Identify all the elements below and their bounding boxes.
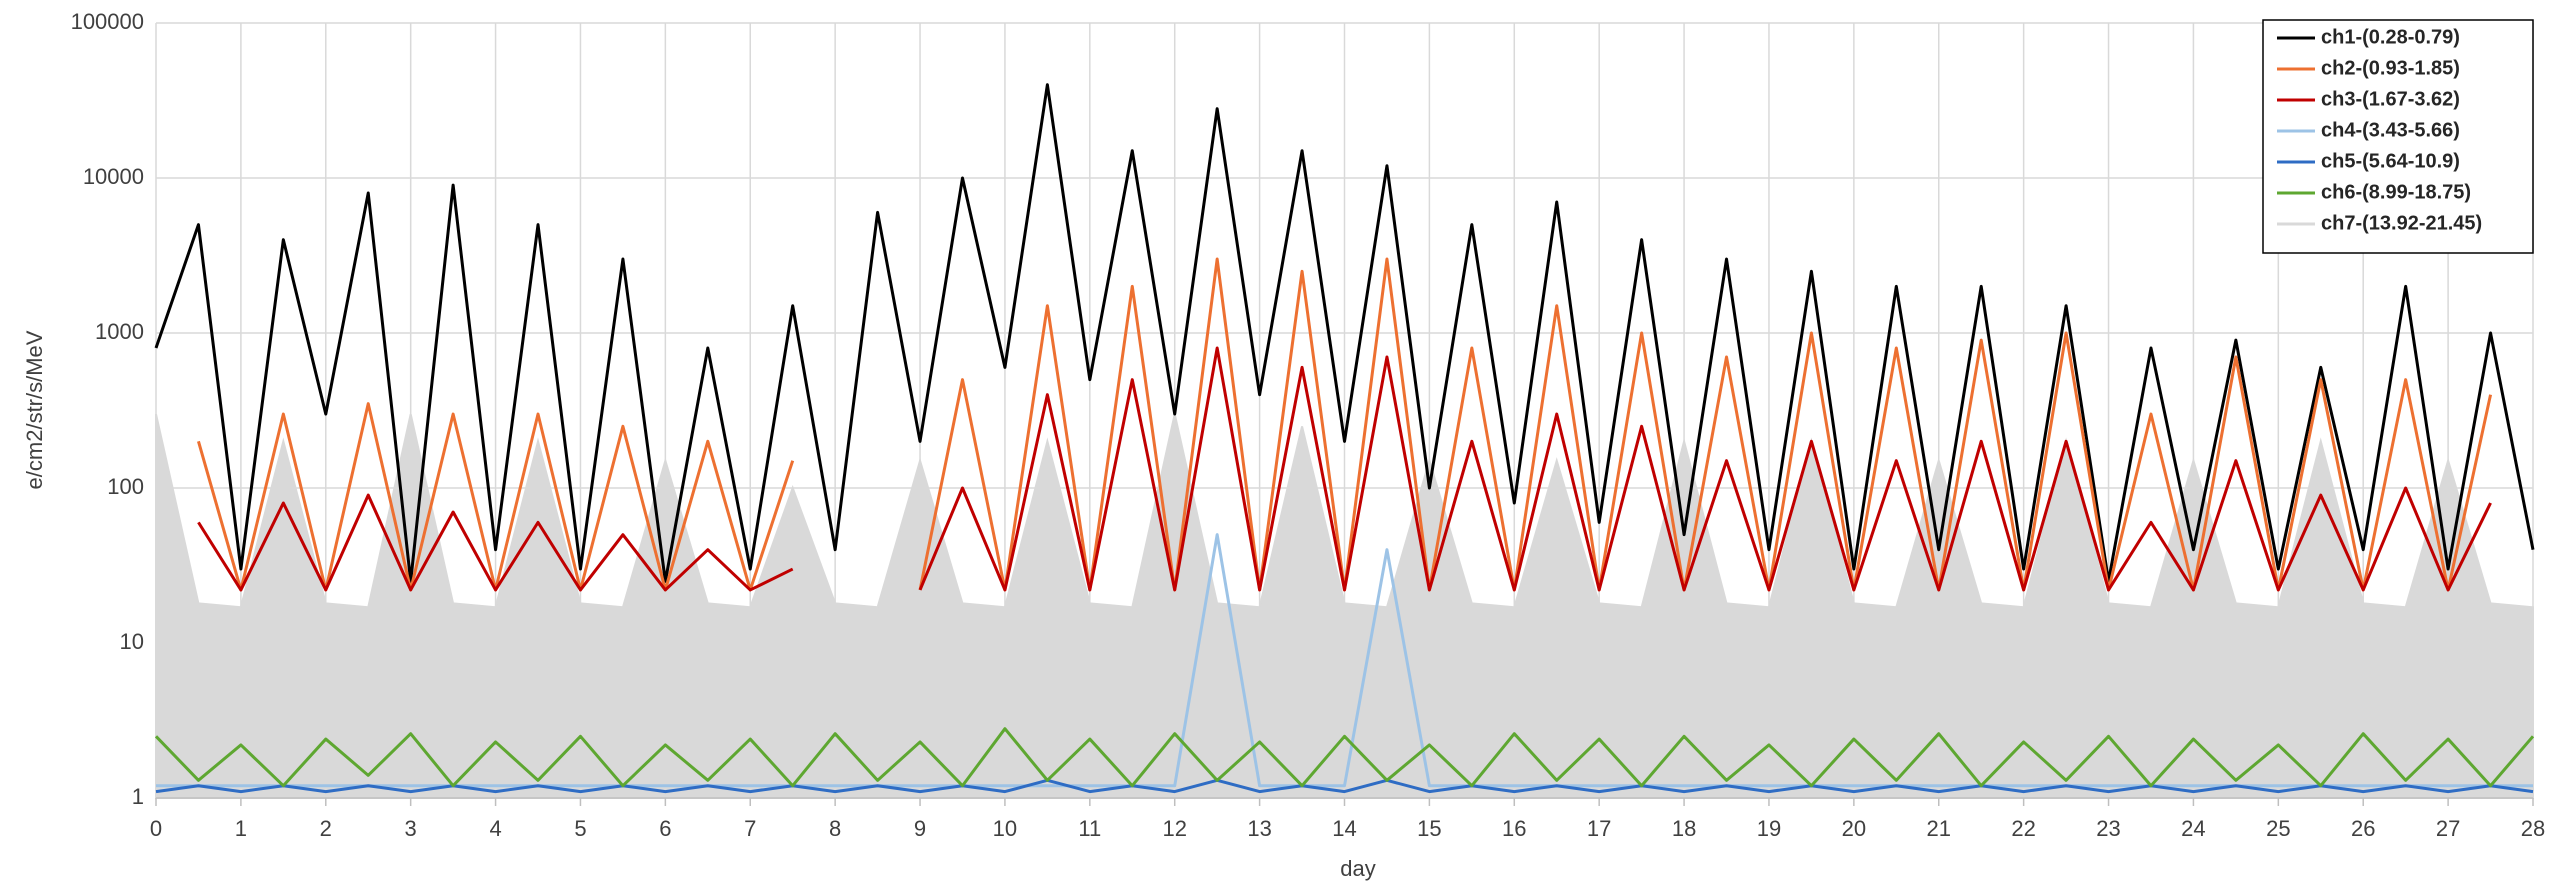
legend-label: ch4-(3.43-5.66) (2321, 119, 2460, 141)
x-tick-label: 19 (1757, 816, 1781, 841)
legend-box (2262, 19, 2534, 254)
x-tick-label: 2 (320, 816, 332, 841)
x-tick-label: 0 (150, 816, 162, 841)
x-tick-label: 26 (2351, 816, 2375, 841)
x-tick-label: 10 (993, 816, 1017, 841)
series-line (154, 83, 2535, 583)
x-tick-label: 28 (2521, 816, 2545, 841)
x-tick-label: 16 (1502, 816, 1526, 841)
x-tick-label: 17 (1587, 816, 1611, 841)
x-tick-label: 3 (405, 816, 417, 841)
x-tick-label: 21 (1927, 816, 1951, 841)
legend-label: ch5-(5.64-10.9) (2321, 150, 2460, 172)
y-tick-label: 10000 (83, 164, 144, 189)
x-tick-label: 11 (1078, 816, 1101, 841)
x-tick-label: 13 (1247, 816, 1271, 841)
plot (154, 83, 2535, 799)
y-tick-label: 1 (132, 784, 144, 809)
x-tick-label: 15 (1417, 816, 1441, 841)
x-tick-label: 22 (2011, 816, 2035, 841)
legend-label: ch1-(0.28-0.79) (2321, 26, 2460, 48)
x-tick-label: 9 (914, 816, 926, 841)
series-line (156, 533, 2533, 788)
x-tick-label: 6 (659, 816, 671, 841)
x-tick-label: 7 (744, 816, 756, 841)
x-tick-label: 24 (2181, 816, 2205, 841)
x-tick-label: 14 (1332, 816, 1356, 841)
x-axis-label: day (1340, 856, 1375, 881)
y-tick-label: 100000 (71, 9, 144, 34)
legend-label: ch7-(13.92-21.45) (2321, 212, 2482, 234)
x-tick-label: 20 (1842, 816, 1866, 841)
legend-label: ch2-(0.93-1.85) (2321, 57, 2460, 79)
x-tick-label: 8 (829, 816, 841, 841)
x-tick-label: 23 (2096, 816, 2120, 841)
series-line (155, 778, 2534, 794)
y-tick-label: 1000 (95, 319, 144, 344)
x-tick-label: 25 (2266, 816, 2290, 841)
x-tick-label: 5 (574, 816, 586, 841)
x-tick-label: 4 (489, 816, 501, 841)
y-axis-label: e/cm2/str/s/MeV (22, 330, 47, 489)
x-tick-label: 18 (1672, 816, 1696, 841)
legend-label: ch6-(8.99-18.75) (2321, 181, 2471, 203)
x-tick-label: 1 (235, 816, 247, 841)
series-line (197, 346, 2492, 592)
x-tick-label: 27 (2436, 816, 2460, 841)
x-tick-label: 12 (1162, 816, 1186, 841)
y-tick-label: 100 (107, 474, 144, 499)
series-line (154, 727, 2535, 788)
legend: ch1-(0.28-0.79) ch2-(0.93-1.85) ch3-(1.67-… (2262, 19, 2534, 254)
y-tick-label: 10 (120, 629, 144, 654)
legend-label: ch3-(1.67-3.62) (2321, 88, 2460, 110)
